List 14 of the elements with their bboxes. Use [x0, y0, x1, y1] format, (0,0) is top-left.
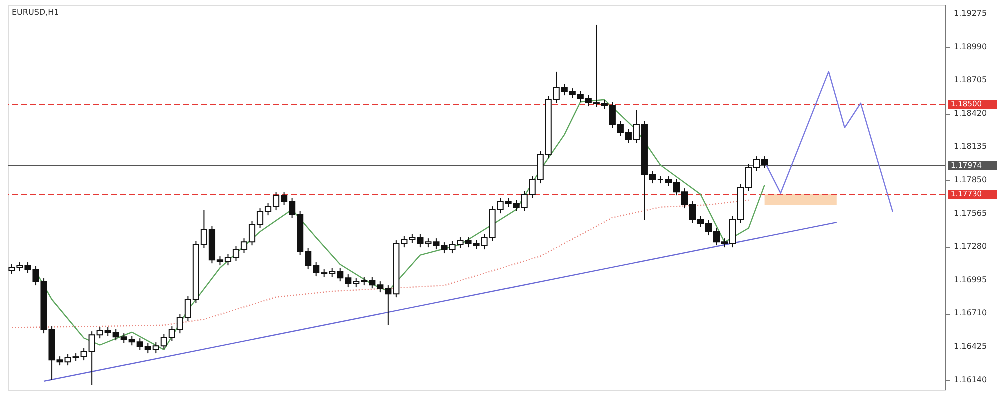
y-tick-label: 1.16710	[954, 308, 988, 318]
y-tick-label: 1.16425	[954, 342, 988, 351]
chart-title: EURUSD,H1	[12, 8, 60, 17]
y-tick-label: 1.18705	[954, 76, 988, 85]
line-series	[11, 200, 750, 328]
y-tick-label: 1.16995	[954, 275, 988, 284]
y-tick-label: 1.18420	[954, 108, 988, 118]
y-tick-label: 1.16140	[954, 375, 988, 384]
y-tick-label: 1.17280	[954, 242, 988, 252]
y-tick-label: 1.17850	[954, 176, 988, 184]
y-tick-label: 1.18990	[954, 42, 988, 52]
y-tick-label: 1.17565	[954, 208, 988, 218]
y-tick-label: 1.19275	[954, 8, 988, 18]
y-tick-label: 1.18135	[954, 142, 988, 152]
